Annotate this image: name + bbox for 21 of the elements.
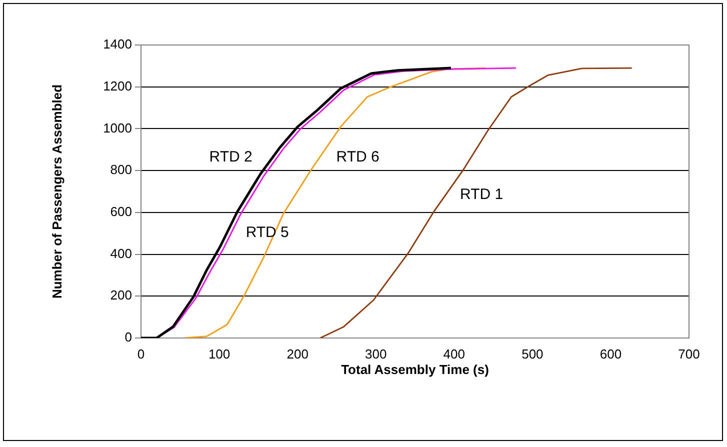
series-label: RTD 6 [336,148,380,166]
y-tick-label: 1000 [103,120,132,136]
series-label: RTD 1 [460,186,504,204]
x-tick-label: 200 [286,346,308,362]
x-tick-label: 700 [678,346,700,362]
x-tick-label: 300 [365,346,387,362]
series-label: RTD 2 [209,148,252,166]
x-tick-label: 600 [600,346,622,362]
y-tick-label: 1400 [103,36,132,52]
y-tick-label: 200 [110,288,132,303]
y-tick-label: 600 [110,204,132,220]
y-axis-title: Number of Passengers Assembled [49,84,64,299]
x-tick-label: 500 [522,346,544,362]
x-tick-label: 0 [137,346,145,362]
x-tick-label: 400 [443,346,465,362]
y-tick-label: 800 [110,162,132,178]
y-tick-label: 0 [124,330,132,345]
x-tick-label: 100 [208,346,230,362]
y-tick-label: 400 [110,246,132,261]
y-tick-label: 1200 [103,78,132,94]
x-axis-title: Total Assembly Time (s) [341,362,489,377]
